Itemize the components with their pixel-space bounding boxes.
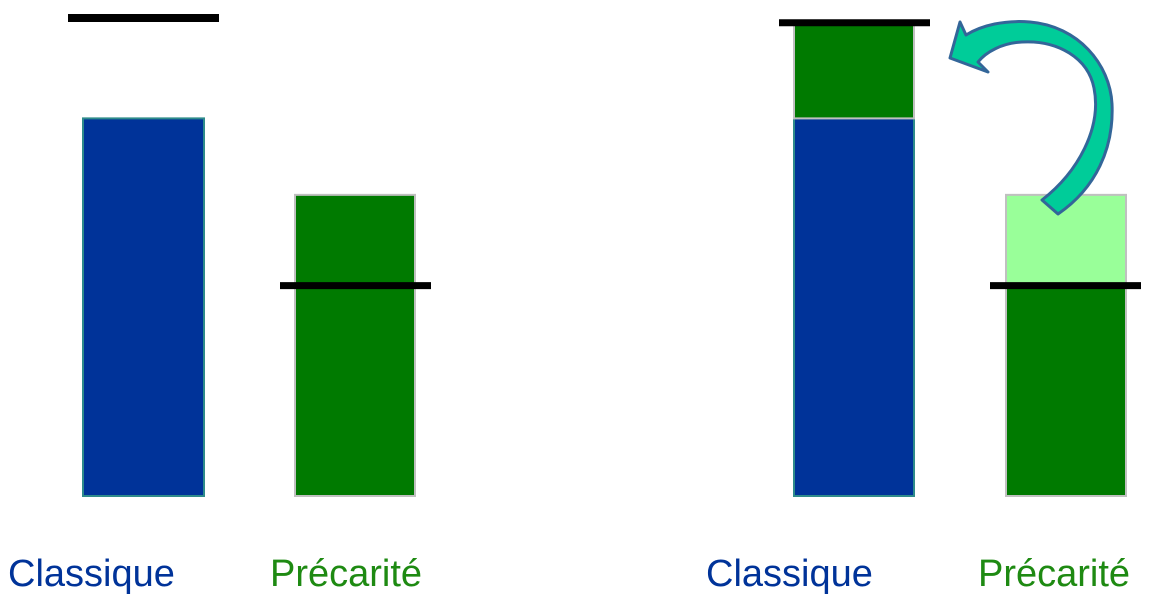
after-classique-bar [793,117,915,497]
before-classique-bar [82,117,205,497]
before-classique-label: Classique [8,553,175,595]
after-classique-transferred-segment [793,21,915,120]
before-precarite-label: Précarité [270,553,423,595]
after-classique-label: Classique [706,553,873,595]
after-precarite-label: Précarité [978,553,1131,595]
after-precarite-remaining-bar [1005,284,1127,497]
curved-arrow-icon [948,20,1114,216]
scenario-after [779,19,1141,497]
before-precarite-bar [294,193,416,498]
scenario-before [68,14,431,498]
